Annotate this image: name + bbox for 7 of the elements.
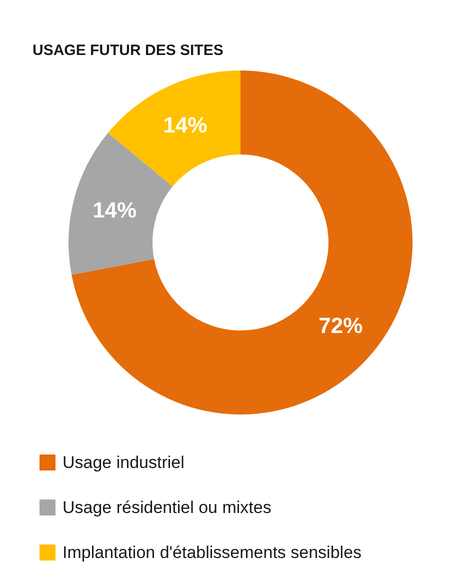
chart-title: USAGE FUTUR DES SITES [32,42,224,59]
data-label: 14% [92,198,137,223]
legend-label: Implantation d'établissements sensibles [62,543,362,562]
data-label: 72% [318,312,363,338]
data-label: 14% [163,112,208,138]
legend-label: Usage résidentiel ou mixtes [62,498,272,517]
legend-label: Usage industriel [62,453,184,472]
